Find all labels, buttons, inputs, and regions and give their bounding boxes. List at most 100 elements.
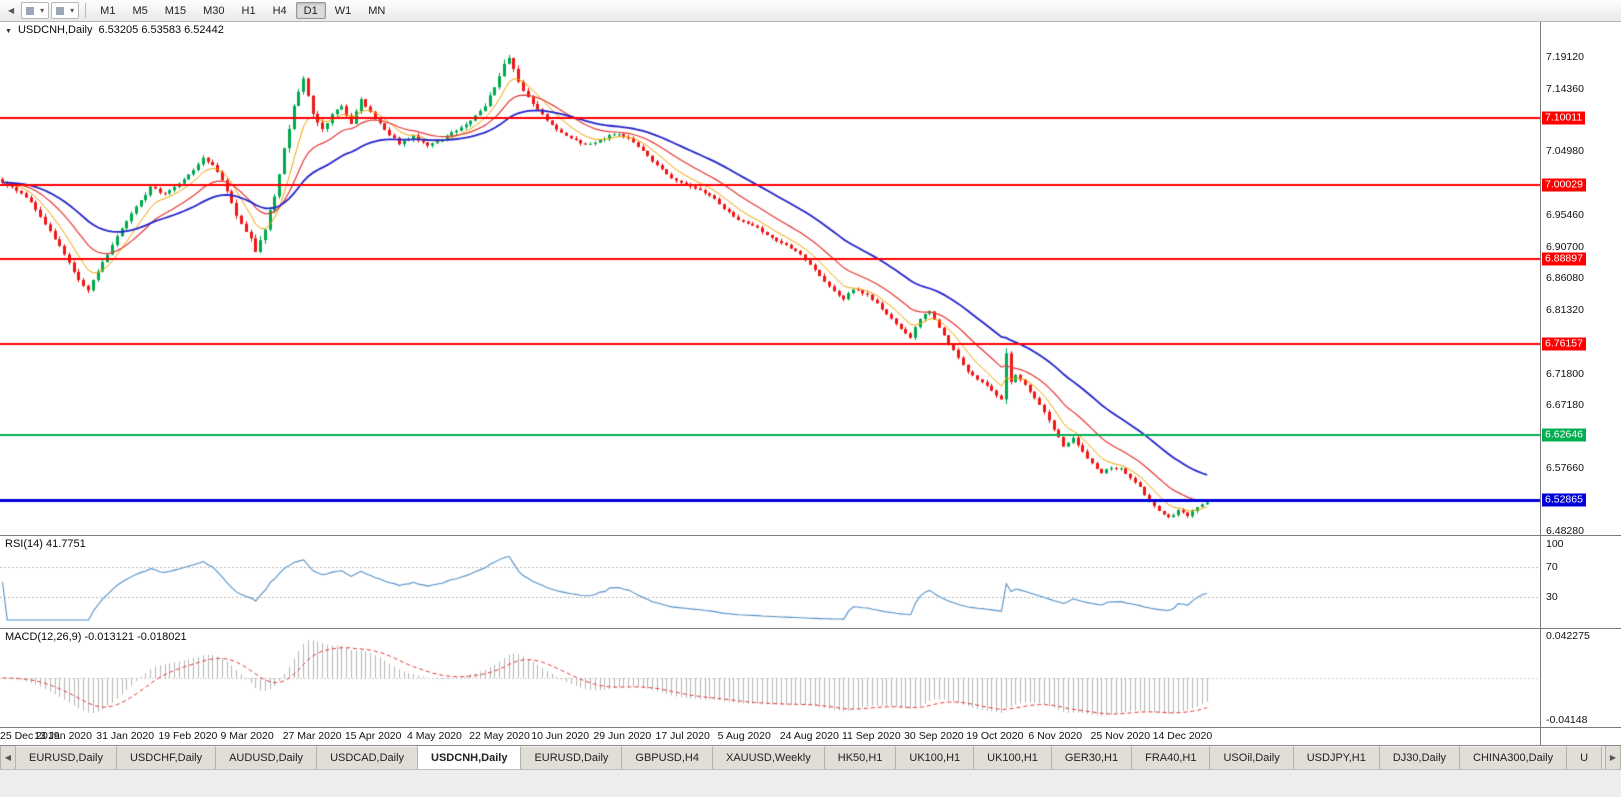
tab-eurusd-daily[interactable]: EURUSD,Daily xyxy=(521,746,623,769)
timeframe-m5[interactable]: M5 xyxy=(132,4,148,17)
price-line-label: 7.00029 xyxy=(1542,178,1586,192)
tab-usdjpy-h1[interactable]: USDJPY,H1 xyxy=(1293,746,1380,769)
date-label: 27 Mar 2020 xyxy=(282,730,342,742)
price-axis: 7.19120 7.14360 7.04980 6.95460 6.90700 6.860… xyxy=(1540,22,1620,538)
price-line-label: 6.76157 xyxy=(1542,337,1586,351)
chart-tabs: EURUSD,Daily USDCHF,Daily AUDUSD,Daily USDC… xyxy=(16,746,1605,769)
rsi-plot-area: RSI(14) 41.7751 xyxy=(0,536,1540,628)
price-axis-label: 6.90700 xyxy=(1546,241,1584,254)
tab-fra40-h1[interactable]: FRA40,H1 xyxy=(1132,746,1211,769)
chevron-down-icon: ▾ xyxy=(70,6,75,15)
macd-axis: 0.042275 -0.04148 xyxy=(1540,629,1620,727)
price-line-label: 6.88897 xyxy=(1542,252,1586,266)
date-label: 13 Jan 2020 xyxy=(34,730,92,742)
price-line-label: 6.52865 xyxy=(1542,493,1586,507)
chart-type-dropdown[interactable]: ▾ xyxy=(21,2,50,19)
macd-panel: MACD(12,26,9) -0.013121 -0.018021 0.0422… xyxy=(0,628,1621,727)
timeframe-group: M1 M5 M15 M30 H1 H4 D1 W1 MN xyxy=(92,2,393,19)
timeframe-mn[interactable]: MN xyxy=(368,4,386,17)
date-label: 11 Sep 2020 xyxy=(841,730,901,742)
timeframe-d1[interactable]: D1 xyxy=(295,2,326,19)
price-plot-area: ▼ USDCNH,Daily 6.53205 6.53583 6.52442 xyxy=(0,22,1540,535)
tab-ger30-h1[interactable]: GER30,H1 xyxy=(1051,746,1133,769)
macd-axis-max-label: 0.042275 xyxy=(1546,630,1590,642)
date-label: 17 Jul 2020 xyxy=(655,730,710,742)
price-axis-label: 7.14360 xyxy=(1546,82,1584,95)
date-label: 19 Feb 2020 xyxy=(158,730,218,742)
macd-plot-area: MACD(12,26,9) -0.013121 -0.018021 xyxy=(0,629,1540,727)
tab-gbpusd-h4[interactable]: GBPUSD,H4 xyxy=(622,746,713,769)
chart-symbol-period: USDCNH,Daily xyxy=(17,24,93,36)
price-axis-label: 6.95460 xyxy=(1546,209,1584,222)
price-axis-label: 6.71800 xyxy=(1546,367,1584,380)
rsi-chart-canvas[interactable] xyxy=(0,536,1540,628)
chart-header: ▼ USDCNH,Daily 6.53205 6.53583 6.52442 xyxy=(5,24,224,36)
toolbar-separator xyxy=(85,3,87,18)
price-axis-label: 6.81320 xyxy=(1546,303,1584,316)
rsi-panel: RSI(14) 41.7751 100 70 30 xyxy=(0,535,1621,628)
tab-usoil-daily[interactable]: USOil,Daily xyxy=(1210,746,1294,769)
price-axis-label: 6.67180 xyxy=(1546,398,1584,411)
macd-chart-canvas[interactable] xyxy=(0,629,1540,727)
tab-audusd-daily[interactable]: AUDUSD,Daily xyxy=(216,746,318,769)
chevron-down-icon: ▾ xyxy=(40,6,45,15)
date-label: 25 Dec 2019 xyxy=(0,730,60,742)
collapse-marker-icon: ▼ xyxy=(5,28,12,35)
macd-indicator-label: MACD(12,26,9) -0.013121 -0.018021 xyxy=(5,631,187,643)
price-axis-label: 6.57660 xyxy=(1546,462,1584,475)
tab-usdcad-daily[interactable]: USDCAD,Daily xyxy=(317,746,419,769)
timeframe-m1[interactable]: M1 xyxy=(100,4,116,17)
tab-usdcnh-daily[interactable]: USDCNH,Daily xyxy=(418,746,522,769)
tab-scroll-left-icon[interactable]: ◀ xyxy=(0,746,16,769)
tab-hk50-h1[interactable]: HK50,H1 xyxy=(824,746,897,769)
rsi-axis: 100 70 30 xyxy=(1540,536,1620,628)
tab-china300-daily[interactable]: CHINA300,Daily xyxy=(1460,746,1568,769)
rsi-axis-label: 70 xyxy=(1546,560,1558,573)
tab-scroll-right-icon[interactable]: ▶ xyxy=(1605,746,1621,769)
zoom-dropdown[interactable]: ▾ xyxy=(51,2,80,19)
date-label: 24 Aug 2020 xyxy=(779,730,839,742)
tab-xauusd-weekly[interactable]: XAUUSD,Weekly xyxy=(712,746,825,769)
tab-eurusd-daily[interactable]: EURUSD,Daily xyxy=(16,746,117,769)
status-bar xyxy=(0,769,1621,797)
timeframe-m30[interactable]: M30 xyxy=(203,4,225,17)
date-label: 30 Sep 2020 xyxy=(904,730,964,742)
tab-u[interactable]: U xyxy=(1567,746,1603,769)
date-label: 15 Apr 2020 xyxy=(344,730,402,742)
price-line-label: 6.62646 xyxy=(1542,428,1586,442)
tab-uk100-h1[interactable]: UK100,H1 xyxy=(896,746,975,769)
tab-usdchf-daily[interactable]: USDCHF,Daily xyxy=(116,746,217,769)
timeframe-w1[interactable]: W1 xyxy=(334,4,352,17)
date-label: 29 Jun 2020 xyxy=(593,730,652,742)
macd-axis-min-label: -0.04148 xyxy=(1546,714,1588,726)
rsi-axis-label: 100 xyxy=(1546,538,1564,550)
date-label: 5 Aug 2020 xyxy=(717,730,771,742)
chart-type-icon xyxy=(26,6,35,15)
toolbar-overflow-left-icon[interactable]: ◀ xyxy=(8,6,15,15)
rsi-axis-label: 30 xyxy=(1546,591,1558,604)
price-axis-label: 6.48280 xyxy=(1546,525,1584,538)
timeframe-h1[interactable]: H1 xyxy=(241,4,256,17)
date-label: 14 Dec 2020 xyxy=(1152,730,1213,742)
chart-tab-bar: ◀ EURUSD,Daily USDCHF,Daily AUDUSD,Daily US… xyxy=(0,745,1621,769)
date-label: 22 May 2020 xyxy=(469,730,530,742)
date-label: 4 May 2020 xyxy=(406,730,462,742)
timeframe-m15[interactable]: M15 xyxy=(164,4,187,17)
date-label: 6 Nov 2020 xyxy=(1028,730,1083,742)
date-label: 9 Mar 2020 xyxy=(220,730,274,742)
tab-uk100-h1[interactable]: UK100,H1 xyxy=(974,746,1052,769)
rsi-indicator-label: RSI(14) 41.7751 xyxy=(5,538,86,550)
chart-quotes: 6.53205 6.53583 6.52442 xyxy=(98,24,224,36)
date-label: 25 Nov 2020 xyxy=(1090,730,1151,742)
price-chart-canvas[interactable] xyxy=(0,22,1540,535)
axis-corner-divider xyxy=(1540,728,1541,745)
price-axis-label: 7.04980 xyxy=(1546,145,1584,158)
price-axis-label: 7.19120 xyxy=(1546,50,1584,63)
price-line-label: 7.10011 xyxy=(1542,111,1586,125)
price-axis-label: 6.86080 xyxy=(1546,271,1584,284)
timeframe-h4[interactable]: H4 xyxy=(272,4,287,17)
tab-dj30-daily[interactable]: DJ30,Daily xyxy=(1379,746,1461,769)
date-axis: 25 Dec 2019 13 Jan 2020 31 Jan 2020 19 Feb … xyxy=(0,727,1621,745)
main-toolbar: ◀ ▾ ▾ M1 M5 M15 M30 H1 H4 D1 W1 MN xyxy=(0,0,1621,22)
